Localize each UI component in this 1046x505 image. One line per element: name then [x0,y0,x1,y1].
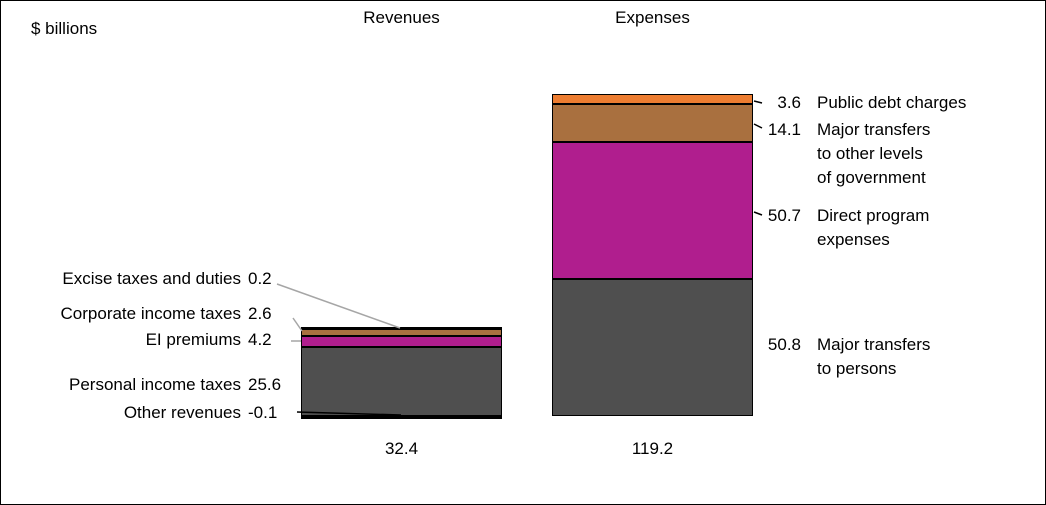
revenue-label-text: EI premiums [145,330,241,349]
revenue-label-row-excise: Excise taxes and duties 0.2 [3,269,295,288]
expense-label-row-transfers-gov: 14.1 Major transfers to other levels of … [757,118,930,190]
bar-segment-other-revenues [301,415,502,419]
revenue-label-text: Personal income taxes [69,375,241,394]
leader-excise [276,283,401,329]
revenue-label-value: 25.6 [248,375,282,394]
expense-label-row-transfers-persons: 50.8 Major transfers to persons [757,333,930,381]
revenue-label-value: 0.2 [248,269,272,288]
expense-label-value: 14.1 [767,120,801,139]
expense-label-text: Major transfers to other levels of gover… [817,120,931,187]
expenses-column-header: Expenses [615,8,690,27]
unit-label: $ billions [31,19,98,38]
revenue-label-text: Excise taxes and duties [62,269,241,288]
revenue-label-value: -0.1 [248,403,278,422]
revenue-label-row-ei-premiums: EI premiums 4.2 [3,330,295,349]
bar-segment-excise-taxes-and-duties [301,326,502,329]
revenue-label-row-other: Other revenues -0.1 [3,403,295,422]
revenues-column-header: Revenues [363,8,440,27]
revenue-label-row-personal: Personal income taxes 25.6 [3,375,295,394]
expense-label-value: 50.7 [767,206,801,225]
expense-label-text: Major transfers to persons [817,335,931,378]
revenue-label-text: Corporate income taxes [60,304,241,323]
bar-segment-corporate-income-taxes [301,328,502,336]
bar-segment-ei-premiums [301,335,502,347]
revenue-label-value: 4.2 [248,330,272,349]
expense-label-value: 3.6 [777,93,801,112]
revenue-label-text: Other revenues [123,403,241,422]
expense-label-text: Public debt charges [817,93,967,112]
expense-label-value: 50.8 [767,335,801,354]
expenses-total: 119.2 [631,439,674,458]
bar-segment-personal-income-taxes [301,346,502,416]
bar-segment-major-transfers-to-other-levels-of-government [552,103,753,142]
bar-segment-public-debt-charges [552,94,753,104]
bar-segment-direct-program-expenses [552,141,753,279]
expense-label-row-direct-program: 50.7 Direct program expenses [757,204,930,252]
revenues-total: 32.4 [384,439,419,458]
revenue-label-value: 2.6 [248,304,272,323]
revenue-label-row-corporate: Corporate income taxes 2.6 [3,304,295,323]
expense-label-row-public-debt: 3.6 Public debt charges [757,91,966,115]
bar-segment-major-transfers-to-persons [552,278,753,416]
expense-label-text: Direct program expenses [817,206,930,249]
